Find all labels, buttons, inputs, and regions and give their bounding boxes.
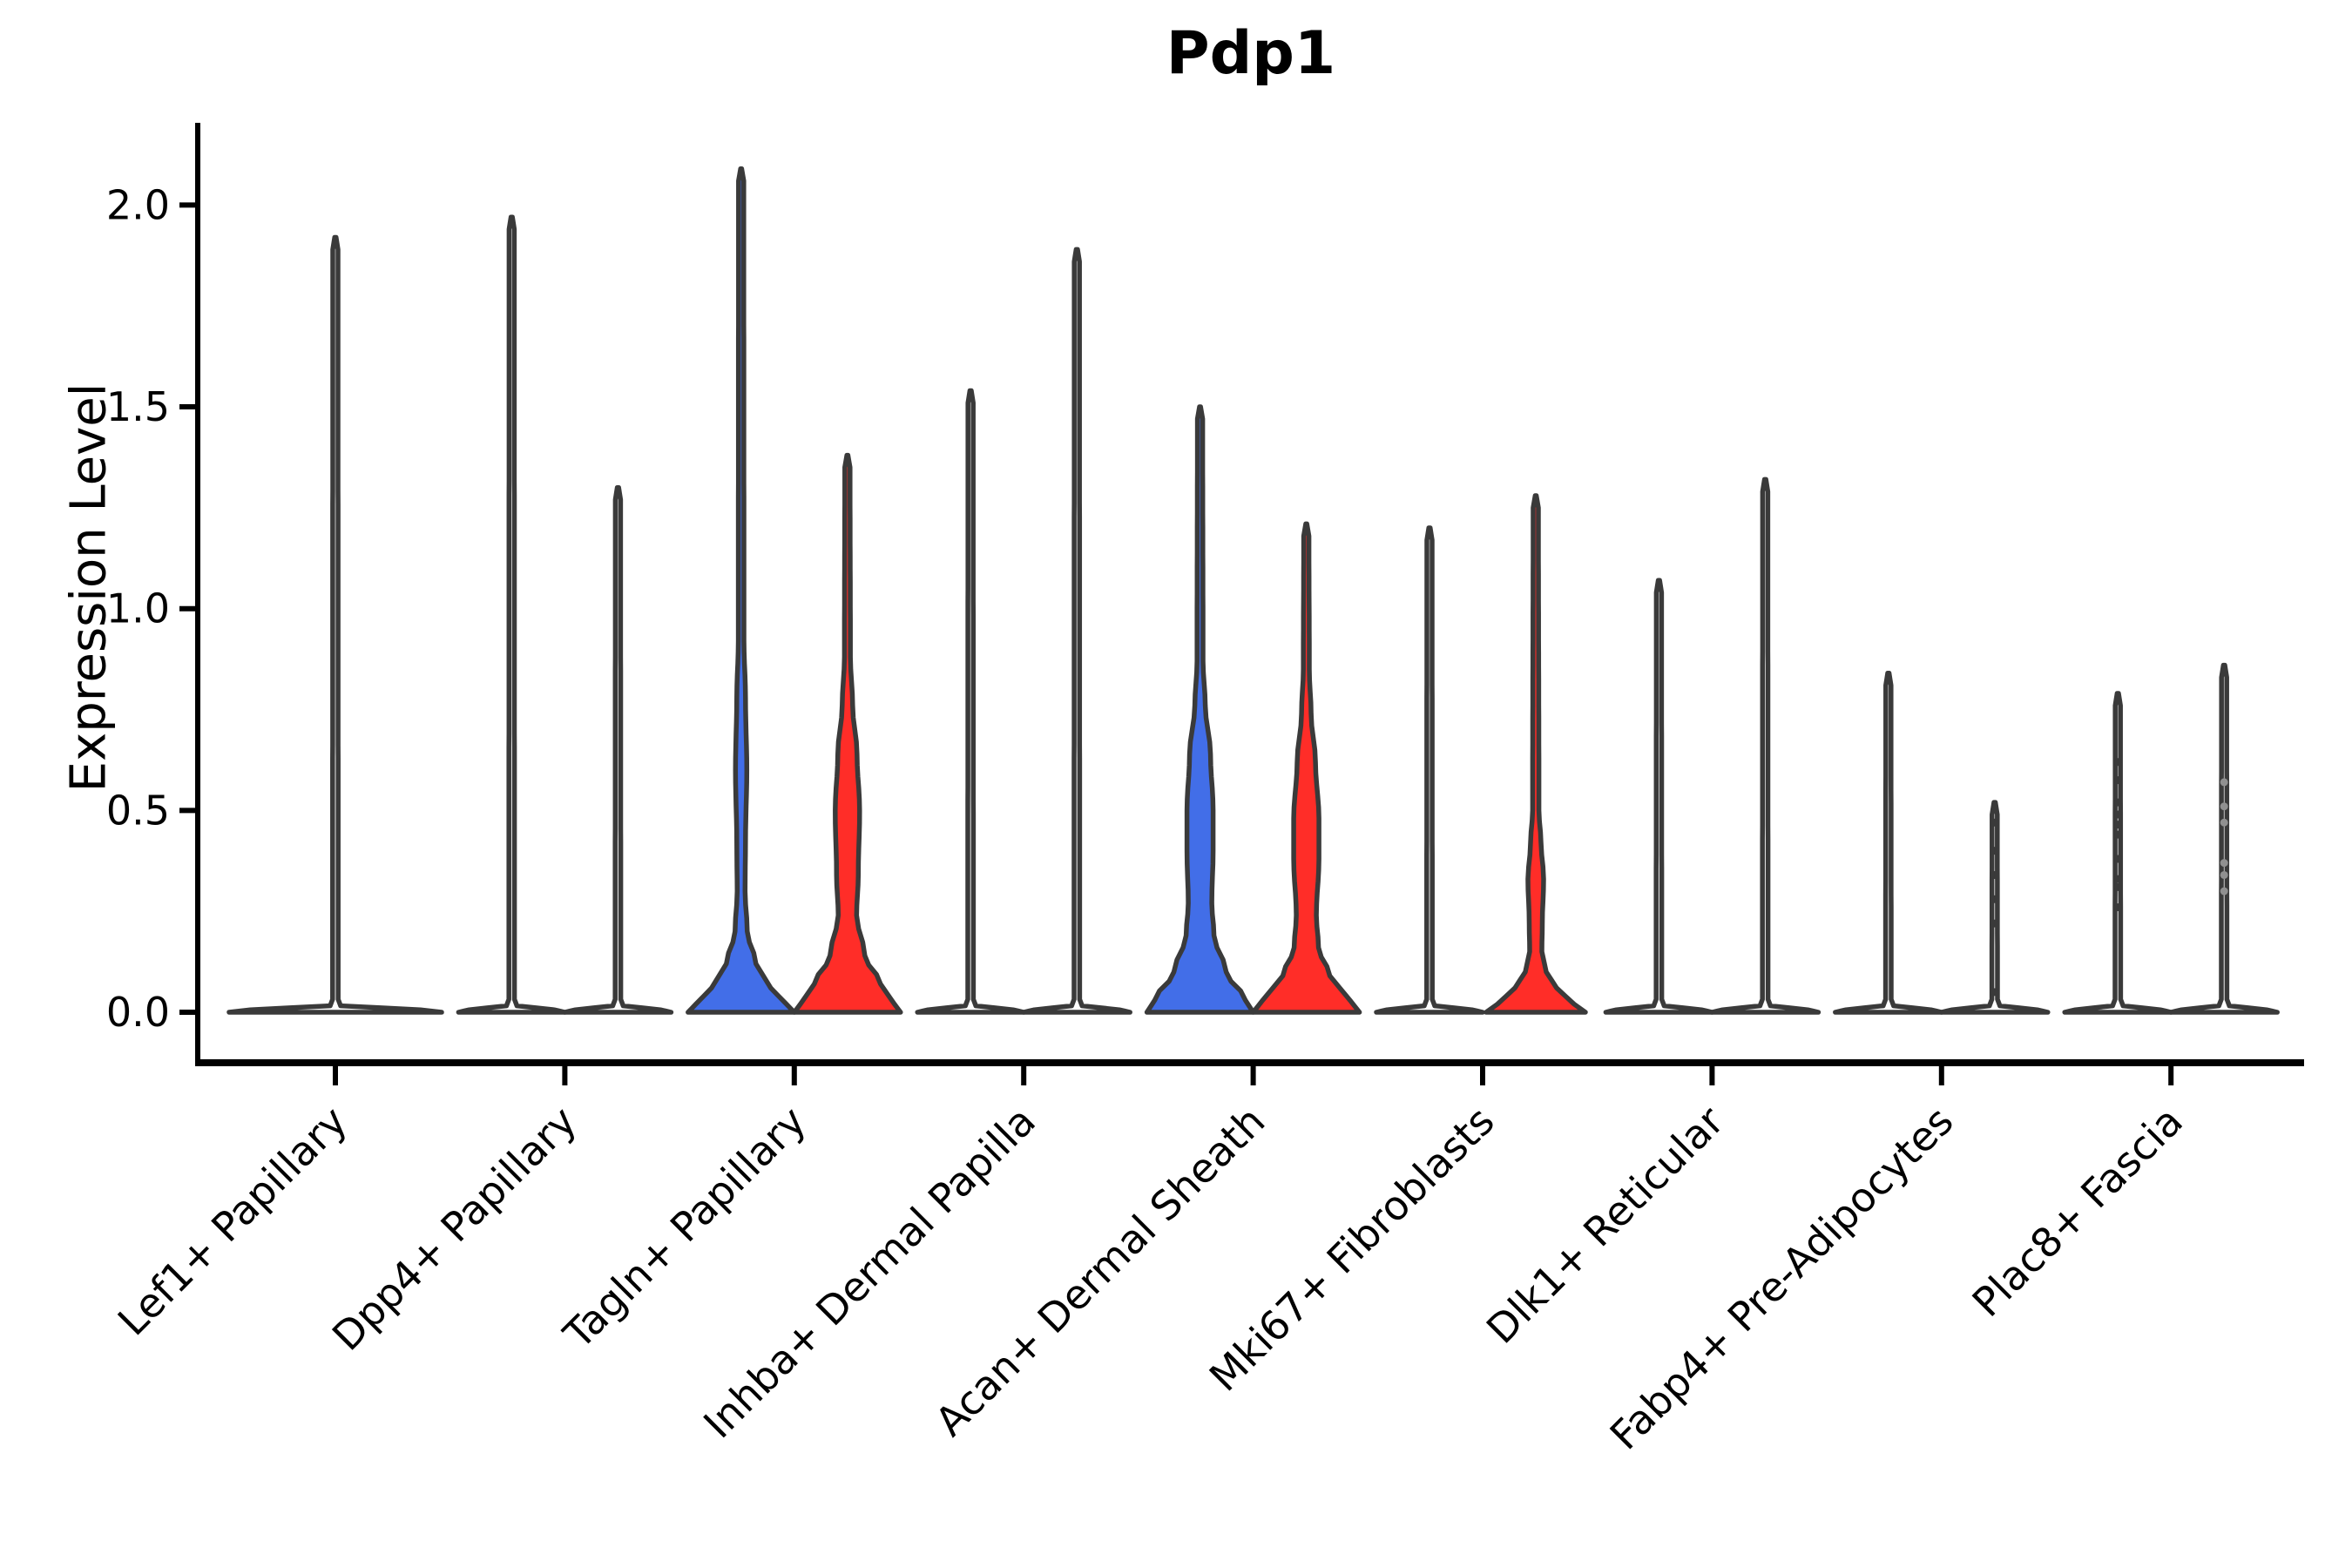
violin-mki67-fibroblasts-blue [1374,525,1485,1015]
violin-dlk1-reticular-red [1709,476,1821,1015]
violin-acan-dermal-sheath-red [1250,521,1362,1015]
expression-dot [1990,919,1999,928]
violin-fabp4-pre-adipocytes-blue [1833,671,1944,1015]
expression-dot [2113,882,2122,891]
x-category-label: Lef1+ Papillary [109,1098,356,1345]
chart-title: Pdp1 [1166,19,1336,88]
y-tick-label: 1.5 [106,383,170,430]
expression-dot [2113,810,2122,819]
expression-dot [2113,855,2122,863]
expression-dot [1990,895,1999,903]
violin-tagln-papillary-red [792,452,903,1015]
violin-fabp4-pre-adipocytes-red [1939,800,2051,1015]
expression-dot [2220,778,2228,787]
expression-dot [2113,875,2122,883]
y-tick-label: 1.0 [106,585,170,632]
x-category-label: Dlk1+ Reticular [1477,1098,1733,1353]
violin-inhba-dermal-papilla-red [1021,247,1132,1015]
violin-lef1-papillary-single [226,234,444,1015]
violin-mki67-fibroblasts-red [1484,493,1588,1015]
violin-tagln-papillary-blue [686,166,797,1015]
violin-acan-dermal-sheath-blue [1144,404,1256,1015]
x-category-label: Dpp4+ Papillary [323,1098,585,1360]
violin-plac8-fascia-red [2168,662,2280,1015]
expression-dot [1990,818,1999,827]
expression-dot [2113,798,2122,807]
violin-inhba-dermal-papilla-blue [915,388,1026,1015]
expression-dot [1990,870,1999,879]
expression-dot [2220,859,2228,868]
expression-dot [1990,847,1999,855]
expression-dot [2113,821,2122,829]
x-category-label: Plac8+ Fascia [1963,1098,2192,1326]
expression-dot [2113,758,2122,767]
expression-dot [2113,776,2122,785]
violin-dpp4-papillary-red [562,484,674,1015]
y-tick-label: 0.5 [106,787,170,834]
y-tick-label: 2.0 [106,181,170,228]
expression-dot [2113,903,2122,912]
x-category-label: Tagln+ Papillary [554,1098,815,1359]
expression-dot [2220,818,2228,827]
violin-dlk1-reticular-blue [1603,578,1715,1015]
violin-plac8-fascia-blue [2062,691,2173,1015]
expression-dot [1990,988,1999,997]
expression-dot [2220,802,2228,811]
expression-dot [2220,887,2228,896]
expression-dot [2220,870,2228,879]
expression-dot [2113,830,2122,839]
violin-dpp4-papillary-blue [456,214,568,1015]
y-tick-label: 0.0 [106,989,170,1036]
